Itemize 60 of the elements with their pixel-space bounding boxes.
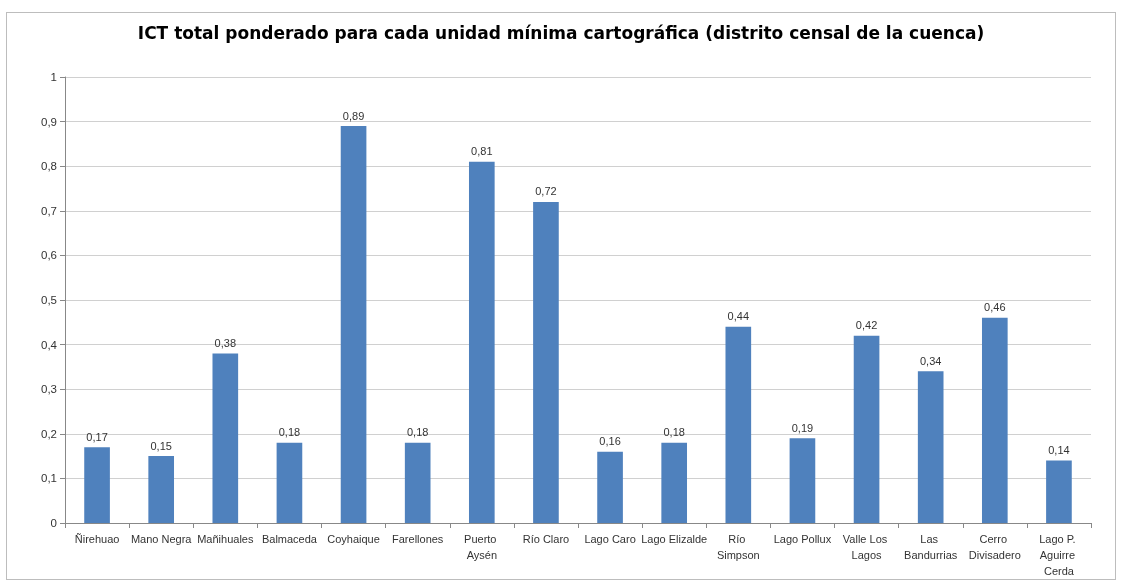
y-tick-label: 0,5 (41, 294, 57, 306)
bar (468, 161, 495, 523)
data-label: 0,81 (471, 145, 493, 158)
y-tick-label: 0,7 (41, 204, 57, 217)
y-tick-label: 0,9 (41, 115, 57, 128)
y-tick-label: 0,8 (41, 160, 57, 173)
data-label: 0,17 (86, 430, 108, 443)
bar (276, 442, 303, 523)
bar (212, 353, 239, 523)
data-label: 0,18 (278, 426, 301, 439)
y-tick-label: 0,4 (41, 338, 58, 351)
data-label: 0,46 (984, 301, 1006, 314)
bar (917, 371, 944, 523)
y-tick-label: 0,6 (41, 249, 57, 262)
data-label: 0,42 (855, 319, 878, 332)
data-label: 0,18 (406, 426, 429, 439)
data-label: 0,18 (663, 426, 685, 439)
x-tick-label: Mañihuales (197, 533, 254, 545)
bar (1046, 460, 1072, 523)
x-tick-label: Lago P. Aguirre Cerda (1039, 533, 1079, 577)
data-label: 0,15 (150, 439, 172, 452)
x-tick-label: Valle Los Lagos (842, 533, 891, 561)
bar (340, 126, 367, 523)
x-tick-label: Río Simpson (716, 533, 760, 561)
y-tick-label: 0,1 (41, 472, 57, 485)
data-label: 0,72 (535, 185, 557, 198)
chart-title: ICT total ponderado para cada unidad mínima cartográfica (distrito censal de la cuenca) (137, 22, 985, 43)
x-tick-label: Farellones (392, 533, 444, 545)
bar (404, 442, 431, 523)
y-tick-label: 0,2 (41, 427, 57, 440)
x-tick-label: Río Claro (522, 533, 570, 545)
bar (597, 451, 623, 523)
y-tick-label: 0 (50, 517, 57, 529)
x-tick-label: Cerro Divisadero (968, 533, 1021, 561)
data-label: 0,19 (791, 421, 814, 434)
data-label: 0,38 (214, 337, 237, 350)
bar (533, 201, 559, 523)
x-tick-label: Lago Caro (584, 533, 636, 545)
bar (84, 447, 110, 523)
y-tick-label: 0,3 (41, 383, 57, 396)
bar (853, 335, 880, 523)
x-tick-label: Las Bandurrias (904, 533, 958, 561)
x-tick-label: Lago Elizalde (641, 533, 708, 545)
x-tick-label: Mano Negra (130, 533, 193, 545)
x-tick-label: Puerto Aysén (464, 533, 500, 561)
data-label: 0,44 (727, 310, 750, 323)
data-label: 0,16 (599, 435, 621, 448)
bar (981, 317, 1008, 523)
data-label: 0,14 (1048, 444, 1070, 457)
data-label: 0,34 (919, 354, 942, 367)
x-tick-label: Ñirehuao (74, 533, 120, 545)
data-label: 0,89 (342, 109, 365, 122)
bar (789, 438, 816, 523)
x-tick-label: Balmaceda (261, 533, 318, 545)
bar (725, 326, 752, 523)
bar (661, 442, 688, 523)
bar (148, 456, 175, 523)
y-tick-label: 1 (50, 71, 57, 83)
x-tick-label: Coyhaique (327, 533, 380, 545)
x-tick-label: Lago Pollux (773, 533, 832, 545)
